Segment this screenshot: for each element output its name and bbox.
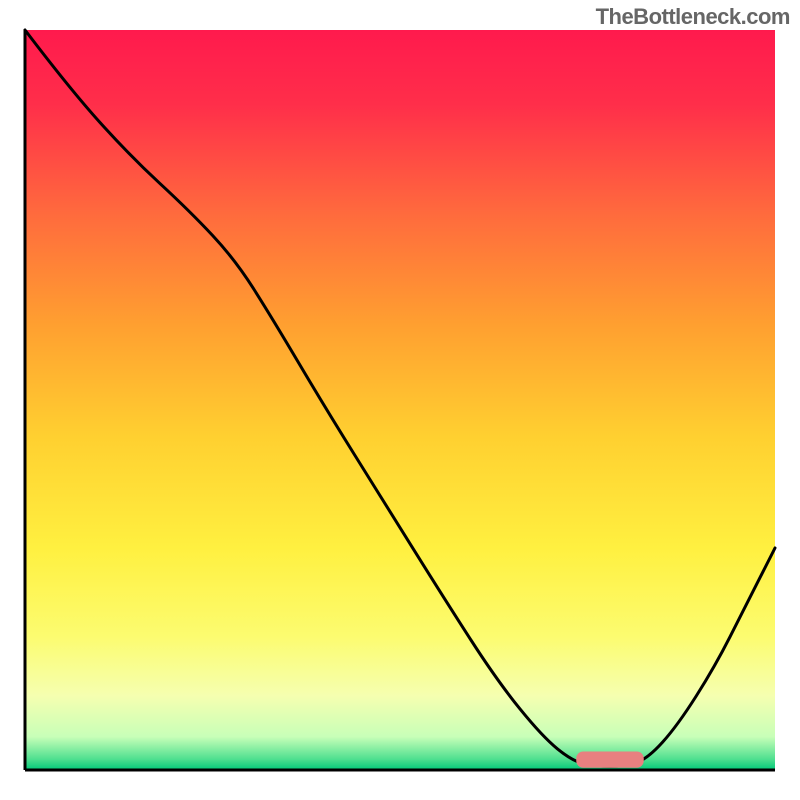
chart-svg bbox=[0, 0, 800, 800]
chart-container: TheBottleneck.com bbox=[0, 0, 800, 800]
plot-background bbox=[25, 30, 775, 770]
optimal-marker bbox=[576, 752, 644, 768]
plot-area bbox=[0, 0, 800, 800]
